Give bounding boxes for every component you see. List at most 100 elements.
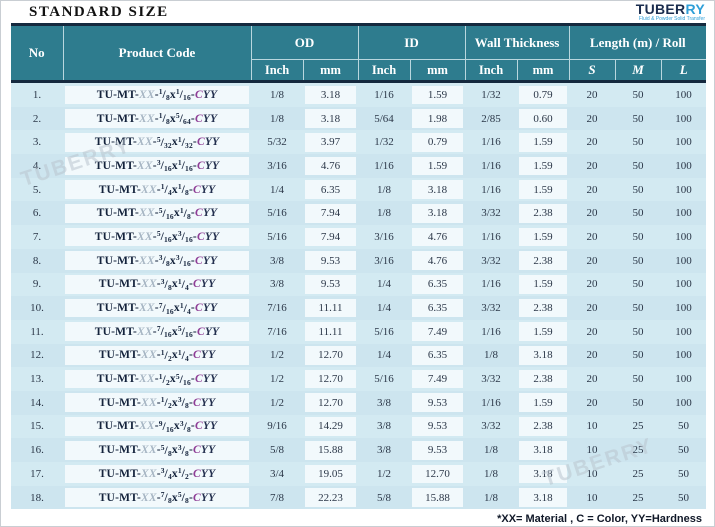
- cell-od-inch: 3/8: [251, 272, 303, 297]
- code-color: C: [196, 325, 205, 338]
- code-fraction: 1/2: [158, 371, 170, 387]
- cell-id-inch: 1/4: [358, 296, 410, 320]
- logo-tagline: Fluid & Powder Solid Transfer: [638, 16, 705, 22]
- table-row: 2. TU-MT- XX -1/8 x 5/64- C YY 1/8 3.18 5/64 1.98 2/…: [11, 106, 707, 131]
- code-prefix: TU-MT-: [98, 183, 141, 196]
- col-subheader-od-mm: mm: [302, 59, 358, 83]
- col-subheader-od-inch: Inch: [250, 59, 303, 83]
- cell-id-mm: 6.35: [410, 272, 466, 297]
- cell-len-m: 50: [615, 154, 662, 178]
- cell-id-inch: 1/32: [358, 130, 410, 155]
- code-dash: -: [190, 207, 195, 220]
- table-row: 10. TU-MT- XX -7/16 x 1/4- C YY 7/16 11.11 1/4 6.35…: [11, 296, 707, 320]
- cell-wt-inch: 1/8: [465, 462, 518, 486]
- cell-wt-inch: 1/16: [465, 177, 518, 202]
- cell-wt-inch: 1/8: [465, 343, 518, 368]
- code-joiner: x: [171, 159, 178, 172]
- cell-len-m: 50: [615, 343, 662, 368]
- code-fraction: 3/8: [158, 253, 170, 269]
- cell-od-mm: 11.11: [303, 296, 358, 320]
- col-subheader-s: S: [568, 59, 616, 83]
- code-dash: -: [156, 183, 161, 196]
- cell-wt-mm: 2.38: [517, 414, 570, 439]
- product-code: TU-MT- XX -3/16 x 1/16- C YY: [65, 156, 249, 176]
- table-row: 1. TU-MT- XX -1/8 x 1/16- C YY 1/8 3.18 1/16 1.59 1/…: [11, 81, 707, 107]
- code-fraction: 3/8: [179, 418, 191, 434]
- table-body: 1. TU-MT- XX -1/8 x 1/16- C YY 1/8 3.18 1/16 1.59 1/…: [11, 81, 707, 510]
- cell-od-inch: 1/8: [251, 106, 303, 131]
- cell-id-mm: 9.53: [410, 414, 466, 439]
- cell-len-m: 50: [615, 272, 662, 297]
- code-color: C: [196, 136, 205, 149]
- product-code: TU-MT- XX -1/8 x 1/16- C YY: [65, 85, 249, 105]
- cell-id-inch: 3/8: [358, 414, 410, 439]
- code-fraction: 1/4: [177, 276, 189, 292]
- code-hardness: YY: [200, 467, 216, 480]
- cell-od-mm: 3.18: [303, 81, 358, 107]
- code-material: XX: [141, 444, 157, 457]
- cell-len-l: 100: [661, 130, 707, 155]
- product-code: TU-MT- XX -3/8 x 1/4- C YY: [65, 275, 249, 294]
- code-joiner: x: [171, 349, 178, 362]
- col-header-od: OD: [250, 24, 358, 60]
- cell-id-mm: 6.35: [410, 296, 466, 320]
- cell-len-m: 50: [615, 130, 662, 155]
- cell-len-s: 10: [569, 485, 616, 510]
- code-dash: -: [192, 136, 197, 149]
- code-joiner: x: [173, 207, 180, 220]
- row-number: 3.: [11, 130, 63, 155]
- cell-id-mm: 0.79: [410, 130, 466, 155]
- cell-od-inch: 9/16: [251, 414, 303, 439]
- code-hardness: YY: [202, 207, 218, 220]
- product-code: TU-MT- XX -5/16 x 3/16- C YY: [65, 227, 249, 247]
- cell-od-inch: 5/8: [251, 438, 303, 462]
- product-code: TU-MT- XX -9/16 x 3/8- C YY: [65, 417, 249, 436]
- cell-od-inch: 3/4: [251, 462, 303, 486]
- col-header-product-code: Product Code: [62, 24, 251, 83]
- code-color: C: [192, 444, 201, 457]
- cell-wt-inch: 1/16: [465, 130, 518, 155]
- product-code: TU-MT- XX -5/32 x 1/32- C YY: [65, 132, 249, 152]
- cell-len-s: 20: [569, 154, 616, 178]
- cell-len-l: 100: [661, 343, 707, 368]
- cell-od-inch: 3/16: [251, 154, 303, 178]
- tuberry-logo-text: TUBERRY: [636, 2, 705, 16]
- cell-len-l: 100: [661, 225, 707, 249]
- cell-len-s: 20: [569, 367, 616, 391]
- code-prefix: TU-MT-: [98, 396, 141, 409]
- cell-wt-mm: 0.79: [517, 81, 570, 107]
- cell-id-mm: 4.76: [410, 248, 466, 273]
- code-hardness: YY: [204, 136, 220, 149]
- product-code-cell: TU-MT- XX -1/8 x 1/16- C YY: [63, 81, 251, 107]
- row-number: 13.: [11, 367, 63, 391]
- cell-wt-mm: 1.59: [517, 225, 570, 249]
- table-row: 4. TU-MT- XX -3/16 x 1/16- C YY 3/16 4.76 1/16 1.59…: [11, 154, 707, 178]
- code-joiner: x: [171, 278, 178, 291]
- cell-len-m: 25: [615, 438, 662, 462]
- code-fraction: 3/16: [177, 229, 193, 245]
- row-number: 9.: [11, 272, 63, 297]
- code-dash: -: [154, 88, 159, 101]
- code-prefix: TU-MT-: [98, 349, 141, 362]
- cell-len-m: 50: [615, 319, 662, 344]
- code-dash: -: [188, 396, 193, 409]
- code-hardness: YY: [204, 159, 220, 172]
- code-fraction: 9/16: [158, 418, 174, 434]
- page-title: STANDARD SIZE: [29, 4, 169, 20]
- code-joiner: x: [171, 230, 178, 243]
- table-row: 8. TU-MT- XX -3/8 x 3/16- C YY 3/8 9.53 3/16 4.76 3/…: [11, 248, 707, 273]
- table-row: 12. TU-MT- XX -1/2 x 1/4- C YY 1/2 12.70 1/4 6.35 1/…: [11, 343, 707, 368]
- cell-od-mm: 4.76: [303, 154, 358, 178]
- cell-len-s: 10: [569, 462, 616, 486]
- code-fraction: 1/2: [177, 466, 189, 482]
- code-dash: -: [188, 349, 193, 362]
- table-row: 5. TU-MT- XX -1/4 x 1/8- C YY 1/4 6.35 1/8 3.18 1/16…: [11, 177, 707, 202]
- code-dash: -: [156, 467, 161, 480]
- tuberry-logo: TUBERRY Fluid & Powder Solid Transfer: [636, 2, 705, 22]
- product-code: TU-MT- XX -5/8 x 3/8- C YY: [65, 440, 249, 460]
- cell-od-mm: 11.11: [303, 319, 358, 344]
- cell-id-inch: 1/4: [358, 343, 410, 368]
- cell-len-l: 50: [661, 438, 707, 462]
- cell-len-s: 20: [569, 248, 616, 273]
